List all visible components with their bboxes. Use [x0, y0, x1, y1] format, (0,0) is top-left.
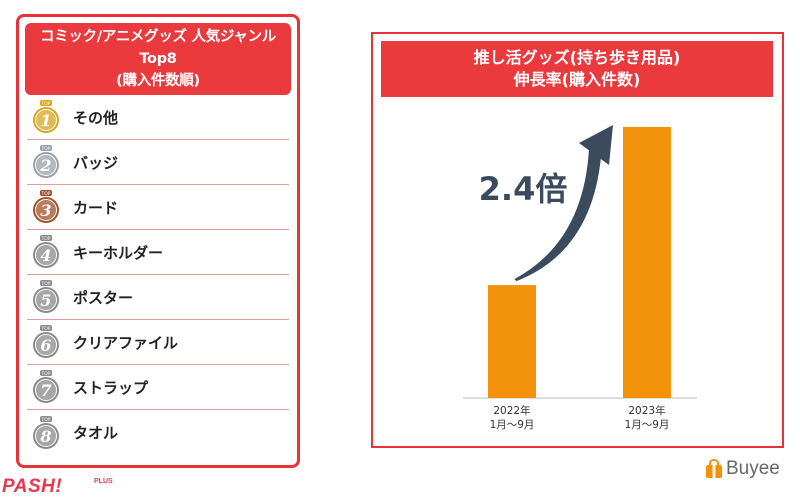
ranking-panel: コミック/アニメグッズ 人気ジャンルTop8 (購入件数順) TOP 1 その他 TO… [16, 14, 300, 468]
rank-medal-icon: TOP 7 [33, 370, 59, 403]
ranking-item-label: ポスター [73, 288, 134, 307]
pash-logo: PASH! PLUS [2, 476, 113, 498]
ranking-header: コミック/アニメグッズ 人気ジャンルTop8 (購入件数順) [25, 23, 291, 95]
ranking-item-label: ストラップ [73, 378, 149, 397]
ranking-subtitle: (購入件数順) [116, 73, 200, 89]
bar-chart: 2022年 1月〜9月 2023年 1月〜9月 2.4倍 [463, 125, 697, 431]
bar-2023年 [623, 127, 671, 398]
bar-2022年 [488, 285, 536, 398]
rank-medal-top-text: TOP [40, 281, 50, 287]
rank-medal-icon: TOP 3 [33, 190, 59, 223]
rank-number: 4 [40, 246, 51, 265]
rank-medal-icon: TOP 6 [33, 325, 59, 358]
x-tick-label-period: 1月〜9月 [625, 419, 670, 431]
ranking-item-label: その他 [73, 108, 119, 127]
ranking-item: TOP 4 キーホルダー [27, 230, 289, 275]
buyee-bag-icon [706, 459, 722, 478]
ranking-title: コミック/アニメグッズ 人気ジャンルTop8 [40, 29, 276, 67]
ranking-item: TOP 3 カード [27, 185, 289, 230]
ranking-item: TOP 7 ストラップ [27, 365, 289, 410]
rank-medal-icon: TOP 2 [33, 145, 59, 178]
ranking-item: TOP 5 ポスター [27, 275, 289, 320]
growth-arrow-head [579, 125, 613, 165]
rank-number: 3 [40, 201, 51, 220]
x-tick-label-year: 2023年 [628, 404, 665, 417]
rank-medal-top-text: TOP [40, 191, 50, 197]
chart-panel: 推し活グッズ(持ち歩き用品) 伸長率(購入件数) 2022年 1月〜9月 2023年… [371, 32, 784, 448]
rank-number: 6 [40, 336, 51, 355]
rank-medal-top-text: TOP [40, 146, 50, 152]
ranking-item-label: キーホルダー [73, 243, 164, 262]
growth-arrow-body [514, 149, 601, 282]
rank-medal-top-text: TOP [40, 236, 50, 242]
buyee-wordmark: Buyee [726, 458, 780, 479]
rank-medal-icon: TOP 5 [33, 280, 59, 313]
chart-subtitle: 伸長率(購入件数) [513, 70, 641, 89]
ranking-item: TOP 8 タオル [27, 410, 289, 455]
rank-number: 8 [39, 427, 51, 446]
ranking-item-label: バッジ [73, 153, 119, 172]
rank-number: 1 [40, 111, 51, 130]
pash-plus-wordmark: PLUS [94, 478, 113, 485]
rank-medal-icon: TOP 1 [33, 100, 59, 133]
ranking-item: TOP 6 クリアファイル [27, 320, 289, 365]
rank-medal-icon: TOP 4 [33, 235, 59, 268]
rank-number: 2 [39, 156, 51, 175]
rank-number: 5 [40, 291, 51, 310]
rank-medal-top-text: TOP [40, 101, 50, 107]
ranking-list: TOP 1 その他 TOP 2 バッジ TOP 3 カード TOP 4 キーホルダー TOP 5 ポスター T… [19, 95, 297, 455]
ranking-item-label: クリアファイル [73, 333, 179, 352]
x-tick-label-period: 1月〜9月 [490, 419, 535, 431]
rank-number: 7 [40, 381, 51, 400]
pash-wordmark: PASH! [2, 476, 63, 497]
buyee-logo: Buyee [704, 458, 780, 480]
ranking-item-label: タオル [73, 424, 119, 442]
chart-header: 推し活グッズ(持ち歩き用品) 伸長率(購入件数) [381, 41, 773, 97]
rank-medal-top-text: TOP [40, 371, 50, 377]
growth-annotation: 2.4倍 [479, 170, 568, 208]
rank-medal-icon: TOP 8 [33, 415, 59, 449]
rank-medal-top-text: TOP [40, 326, 50, 332]
ranking-item: TOP 1 その他 [27, 95, 289, 140]
ranking-item: TOP 2 バッジ [27, 140, 289, 185]
chart-title: 推し活グッズ(持ち歩き用品) [473, 48, 681, 67]
x-tick-label-year: 2022年 [493, 404, 530, 417]
ranking-item-label: カード [73, 198, 119, 217]
rank-medal-top-text: TOP [40, 417, 50, 423]
